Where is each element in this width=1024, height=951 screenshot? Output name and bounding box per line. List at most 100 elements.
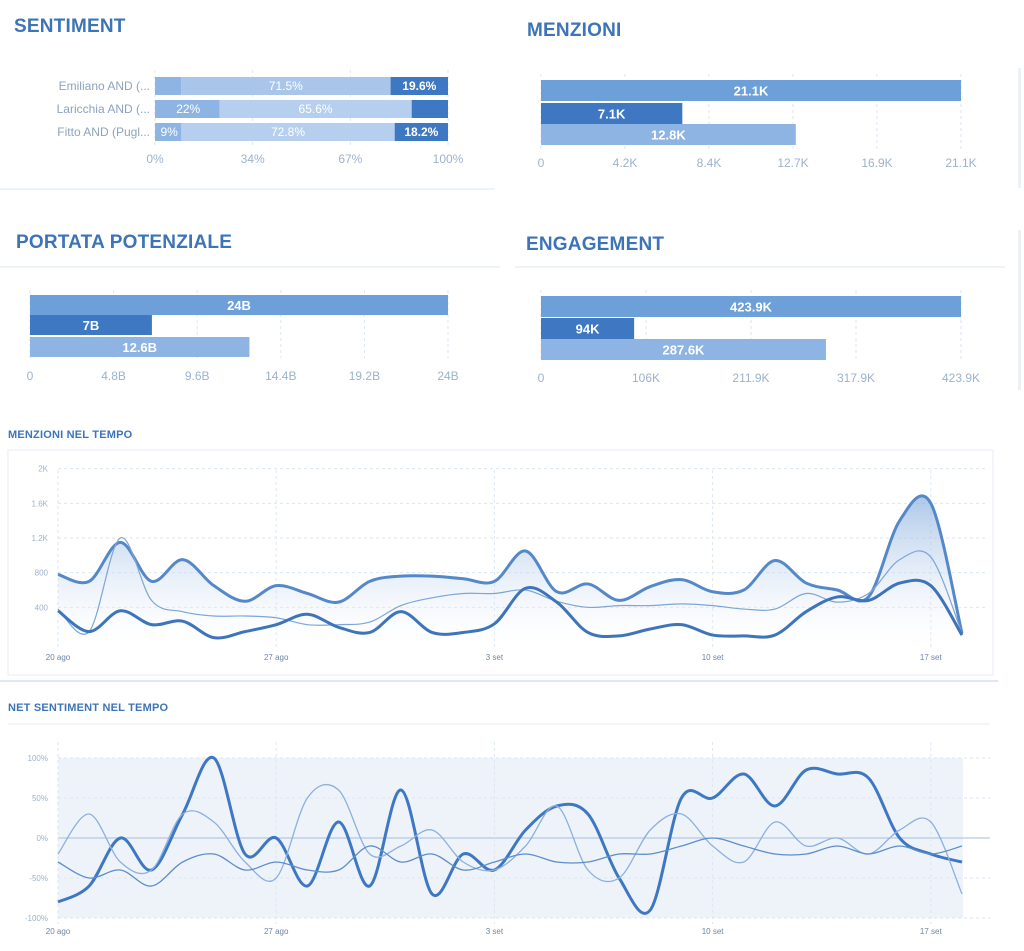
tick-label: 3 set xyxy=(486,927,504,936)
tick-label: 1.2K xyxy=(32,534,49,543)
sentiment-tempo-panel: NET SENTIMENT NEL TEMPO 100% 50% 0% -50% -10… xyxy=(0,692,1000,946)
tick-label: 24B xyxy=(437,369,458,383)
bar xyxy=(30,295,448,315)
engagement-chart: 0 106K 211.9K 317.9K 423.9K 423.9K 94K 287.6K xyxy=(538,290,980,385)
panel-title: MENZIONI xyxy=(527,20,622,41)
tick-label: 100% xyxy=(433,152,464,166)
bar-segment xyxy=(155,77,182,95)
tick-label: 20 ago xyxy=(46,927,71,936)
data-label: 9% xyxy=(161,125,179,139)
bar xyxy=(541,318,635,339)
sentiment-panel: SENTIMENT Emiliano AND (... 71.5% 19.6% Lar… xyxy=(0,0,495,190)
tick-label: 27 ago xyxy=(264,653,289,662)
bar-segment xyxy=(155,123,182,141)
data-label: 22% xyxy=(176,102,200,116)
bar-segment xyxy=(181,77,391,95)
tick-label: 4.8B xyxy=(101,369,126,383)
series-line xyxy=(57,783,963,895)
tick-label: 800 xyxy=(35,569,49,578)
category-label: Laricchia AND (... xyxy=(57,102,150,116)
bar-segment xyxy=(390,77,448,95)
tick-label: 0 xyxy=(538,371,545,385)
divider xyxy=(0,266,500,268)
bar-segment xyxy=(155,100,220,118)
sentiment-chart: Emiliano AND (... 71.5% 19.6% Laricchia AND… xyxy=(57,70,464,166)
data-label: 12.6B xyxy=(122,340,157,355)
tick-label: 12.7K xyxy=(777,156,808,170)
divider xyxy=(1018,68,1021,188)
tick-label: 317.9K xyxy=(837,371,875,385)
panel-title: SENTIMENT xyxy=(14,16,126,37)
data-label: 18.2% xyxy=(404,125,438,139)
bar-segment xyxy=(219,100,412,118)
divider xyxy=(0,188,495,190)
data-label: 72.8% xyxy=(271,125,305,139)
tick-label: 20 ago xyxy=(46,653,71,662)
tick-label: -50% xyxy=(29,874,48,883)
bar xyxy=(541,124,796,145)
tick-label: 0% xyxy=(146,152,164,166)
tick-label: 34% xyxy=(241,152,265,166)
series-line xyxy=(57,578,964,640)
tick-label: 400 xyxy=(35,603,49,612)
data-label: 19.6% xyxy=(402,79,436,93)
tick-label: 17 set xyxy=(920,653,943,662)
bar xyxy=(541,339,826,360)
tick-label: 3 set xyxy=(486,653,504,662)
panel-title: ENGAGEMENT xyxy=(526,234,665,255)
data-label: 287.6K xyxy=(663,343,706,358)
divider xyxy=(515,266,1005,268)
data-label: 71.5% xyxy=(269,79,303,93)
sentiment-tempo-chart: 100% 50% 0% -50% -100% 20 ago 27 ago 3 set 10 se… xyxy=(8,723,990,936)
tick-label: 8.4K xyxy=(697,156,722,170)
category-label: Fitto AND (Pugl... xyxy=(57,125,150,139)
tick-label: 0 xyxy=(27,369,34,383)
engagement-panel: ENGAGEMENT 0 106K 211.9K 317.9K 423.9K 423.9K… xyxy=(510,220,1024,400)
bar xyxy=(541,296,961,317)
tick-label: 16.9K xyxy=(861,156,892,170)
tick-label: 67% xyxy=(338,152,362,166)
divider xyxy=(0,680,998,682)
divider xyxy=(1018,230,1021,390)
plot-frame xyxy=(7,449,994,676)
tick-label: 9.6B xyxy=(185,369,210,383)
tick-label: 211.9K xyxy=(732,371,769,385)
data-label: 24B xyxy=(227,298,251,313)
tick-label: 0 xyxy=(538,156,545,170)
data-label: 94K xyxy=(576,322,600,337)
bar xyxy=(541,103,683,124)
data-label: 7.1K xyxy=(598,107,626,122)
menzioni-panel: MENZIONI 0 4.2K 8.4K 12.7K 16.9K 21.1K 21.1K 7.… xyxy=(510,0,1024,200)
panel-title: PORTATA POTENZIALE xyxy=(16,232,233,253)
bar-segment xyxy=(181,123,395,141)
tick-label: 27 ago xyxy=(264,927,289,936)
category-label: Emiliano AND (... xyxy=(59,79,150,93)
data-label: 21.1K xyxy=(734,84,769,99)
data-label: 7B xyxy=(83,318,100,333)
tick-label: 0% xyxy=(36,834,48,843)
tick-label: 423.9K xyxy=(942,371,980,385)
tick-label: 19.2B xyxy=(349,369,380,383)
bar-segment xyxy=(411,100,448,118)
tick-label: 2K xyxy=(38,465,48,474)
series-line xyxy=(57,494,964,634)
series-area xyxy=(58,495,962,642)
series-line xyxy=(57,537,963,635)
panel-title: NET SENTIMENT NEL TEMPO xyxy=(8,702,169,714)
data-label: 423.9K xyxy=(730,300,773,315)
tick-label: 50% xyxy=(32,794,48,803)
portata-chart: 0 4.8B 9.6B 14.4B 19.2B 24B 24B 7B 12.6B xyxy=(27,290,459,383)
bar-segment xyxy=(394,123,448,141)
tick-label: 4.2K xyxy=(613,156,638,170)
tick-label: 10 set xyxy=(702,653,725,662)
tick-label: 1.6K xyxy=(32,499,49,508)
bar xyxy=(30,315,152,335)
menzioni-tempo-chart: 400 800 1.2K 1.6K 2K 20 ago 27 ago 3 set 10 set 1… xyxy=(7,449,994,676)
data-label: 12.8K xyxy=(651,128,686,143)
data-label: 65.6% xyxy=(299,102,333,116)
tick-label: 106K xyxy=(632,371,660,385)
tick-label: 14.4B xyxy=(265,369,296,383)
menzioni-chart: 0 4.2K 8.4K 12.7K 16.9K 21.1K 21.1K 7.1K 12.8K xyxy=(538,74,977,170)
tick-label: 21.1K xyxy=(945,156,976,170)
tick-label: -100% xyxy=(25,914,48,923)
